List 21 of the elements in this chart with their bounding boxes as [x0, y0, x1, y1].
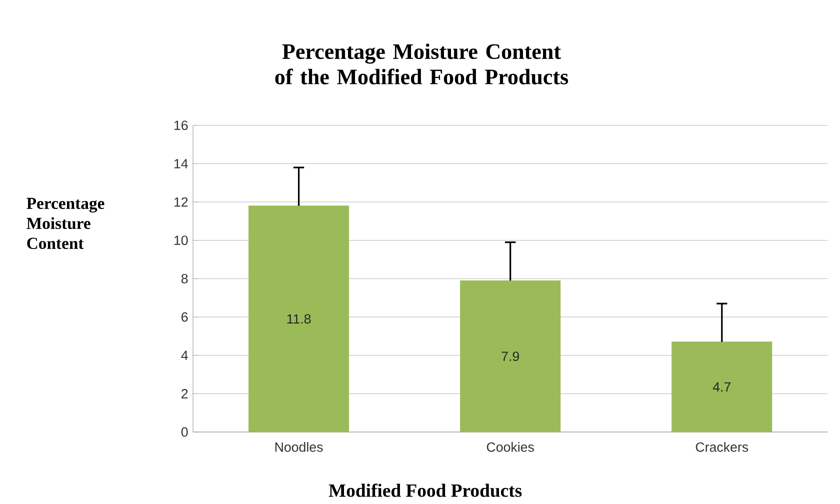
y-tick-label: 6	[182, 312, 188, 322]
x-tick-label: Cookies	[486, 442, 534, 452]
data-label: 4.7	[712, 382, 730, 392]
y-tick-label: 4	[181, 350, 188, 360]
data-label: 11.8	[287, 314, 311, 324]
bar	[672, 342, 772, 432]
y-tick-label: 12	[174, 197, 188, 207]
y-tick-label: 14	[174, 159, 188, 168]
data-label: 7.9	[502, 352, 519, 362]
x-tick-label: Crackers	[696, 442, 748, 452]
chart-title: Percentage Moisture Content of the Modified Food Products	[275, 44, 568, 84]
bar	[460, 280, 561, 432]
x-tick-label: Noodles	[275, 442, 323, 452]
bar	[248, 206, 350, 432]
y-tick-label: 0	[181, 427, 188, 437]
y-tick-label: 10	[174, 236, 188, 246]
x-axis-title: Modified Food Products	[328, 484, 522, 497]
y-axis-title: Percentage Moisture Content	[26, 198, 104, 250]
y-tick-label: 8	[181, 274, 188, 284]
y-tick-label: 2	[182, 389, 188, 398]
y-tick-label: 16	[174, 120, 188, 130]
